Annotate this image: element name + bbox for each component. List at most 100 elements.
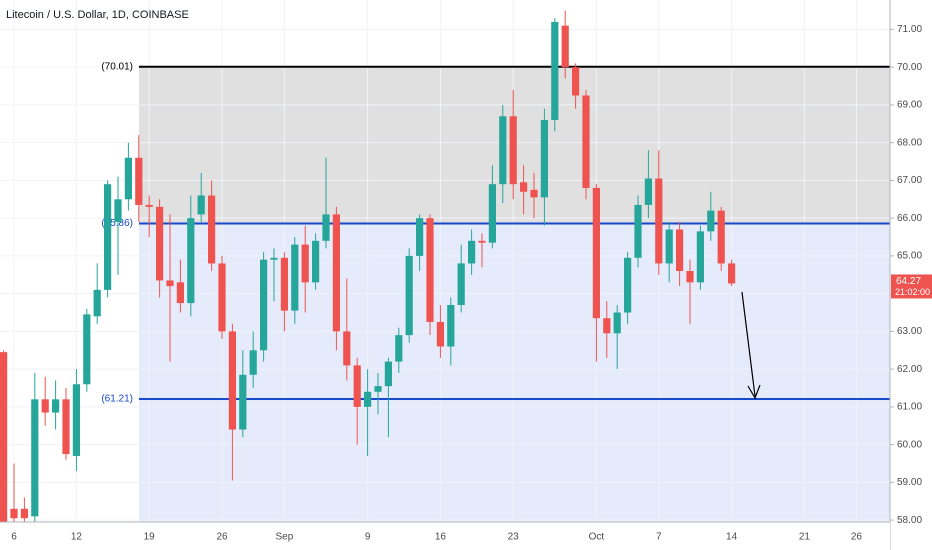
level-label: (61.21) — [101, 394, 133, 405]
candle-body — [156, 206, 164, 281]
level-label: (70.01) — [101, 61, 133, 72]
y-tick-label: 66.00 — [897, 213, 922, 224]
candle-body — [572, 67, 580, 96]
candle-body — [374, 386, 382, 392]
candle-body — [686, 271, 694, 283]
candle-body — [530, 189, 538, 198]
y-tick-label: 62.00 — [897, 364, 922, 375]
candle-body — [187, 218, 195, 304]
candle-body — [218, 263, 226, 332]
x-tick-label: 7 — [656, 532, 662, 543]
x-tick-label: 23 — [508, 532, 520, 543]
x-tick-label: 19 — [144, 532, 156, 543]
candle-body — [468, 240, 476, 264]
x-tick-label: 16 — [435, 532, 447, 543]
candle-body — [520, 182, 528, 192]
candle-body — [208, 195, 216, 264]
x-tick-label: 14 — [726, 532, 738, 543]
arrow — [741, 291, 756, 397]
candle-body — [322, 214, 330, 241]
candle-body — [10, 508, 18, 519]
x-tick-label: 6 — [11, 532, 17, 543]
candle-body — [603, 318, 611, 334]
x-tick-label: Sep — [276, 532, 294, 543]
candle-body — [72, 384, 80, 456]
y-tick-label: 68.00 — [897, 137, 922, 148]
candle-body — [312, 240, 320, 283]
candle-body — [41, 399, 49, 413]
candle-body — [291, 244, 299, 311]
candle-body — [301, 244, 309, 283]
candle-body — [416, 218, 424, 256]
candle-body — [728, 263, 736, 284]
candle-body — [707, 210, 715, 232]
candle-body — [405, 255, 413, 336]
chart-title: Litecoin / U.S. Dollar, 1D, COINBASE — [6, 9, 189, 21]
candle-body — [0, 352, 8, 524]
y-tick-label: 61.00 — [897, 402, 922, 413]
candle-body — [561, 25, 569, 68]
candle-body — [426, 218, 434, 322]
candle-body — [540, 120, 548, 198]
y-tick-label: 70.00 — [897, 62, 922, 73]
x-tick-label: 12 — [71, 532, 83, 543]
time-axis — [0, 522, 890, 550]
candle-body — [717, 210, 725, 264]
y-tick-label: 59.00 — [897, 477, 922, 488]
candle-body — [499, 116, 507, 185]
candle-body — [613, 312, 621, 334]
candle-body — [624, 257, 632, 313]
level-label: (65.86) — [101, 218, 133, 229]
y-tick-label: 58.00 — [897, 515, 922, 526]
candle-body — [384, 361, 392, 387]
candle-body — [343, 331, 351, 366]
candle-body — [592, 187, 600, 319]
candle-body — [166, 280, 174, 287]
candle-body — [436, 321, 444, 347]
candle-body — [93, 289, 101, 317]
y-tick-label: 60.00 — [897, 439, 922, 450]
candle-body — [176, 282, 184, 304]
candle-body — [655, 178, 663, 264]
candle-body — [249, 350, 257, 375]
candle-body — [478, 240, 486, 243]
candle-body — [260, 259, 268, 351]
x-tick-label: 21 — [799, 532, 811, 543]
y-tick-label: 65.00 — [897, 251, 922, 262]
candle-body — [280, 257, 288, 311]
levels: (70.01) (65.86) (61.21) — [101, 61, 890, 405]
candle-body — [239, 374, 247, 430]
candle-body — [135, 157, 143, 205]
x-tick-label: Oct — [589, 532, 605, 543]
price-tag — [891, 274, 932, 299]
candle-body — [395, 335, 403, 362]
candle-body — [197, 195, 205, 215]
candle-body — [124, 157, 132, 200]
candle-body — [676, 229, 684, 272]
candle-body — [114, 199, 122, 222]
x-tick-label: 26 — [216, 532, 228, 543]
candle-body — [665, 229, 673, 264]
candles — [0, 10, 736, 524]
candle-body — [634, 204, 642, 258]
y-tick-label: 71.00 — [897, 24, 922, 35]
x-tick-label: 26 — [851, 532, 863, 543]
candle-body — [31, 399, 39, 517]
price-tag-countdown: 21:02:00 — [895, 287, 930, 297]
candle-body — [457, 263, 465, 305]
candle-body — [332, 214, 340, 332]
candle-body — [364, 391, 372, 407]
y-tick-label: 69.00 — [897, 100, 922, 111]
candle-body — [447, 304, 455, 347]
y-tick-label: 63.00 — [897, 326, 922, 337]
candle-body — [488, 184, 496, 243]
candle-body — [62, 399, 70, 455]
candle-body — [270, 257, 278, 260]
candle-body — [353, 365, 361, 407]
candle-body — [228, 331, 236, 430]
x-tick-label: 9 — [365, 532, 371, 543]
candle-body — [509, 116, 517, 185]
axes: 58.0059.0060.0061.0062.0063.0064.0065.00… — [11, 24, 932, 543]
candle-body — [582, 95, 590, 188]
